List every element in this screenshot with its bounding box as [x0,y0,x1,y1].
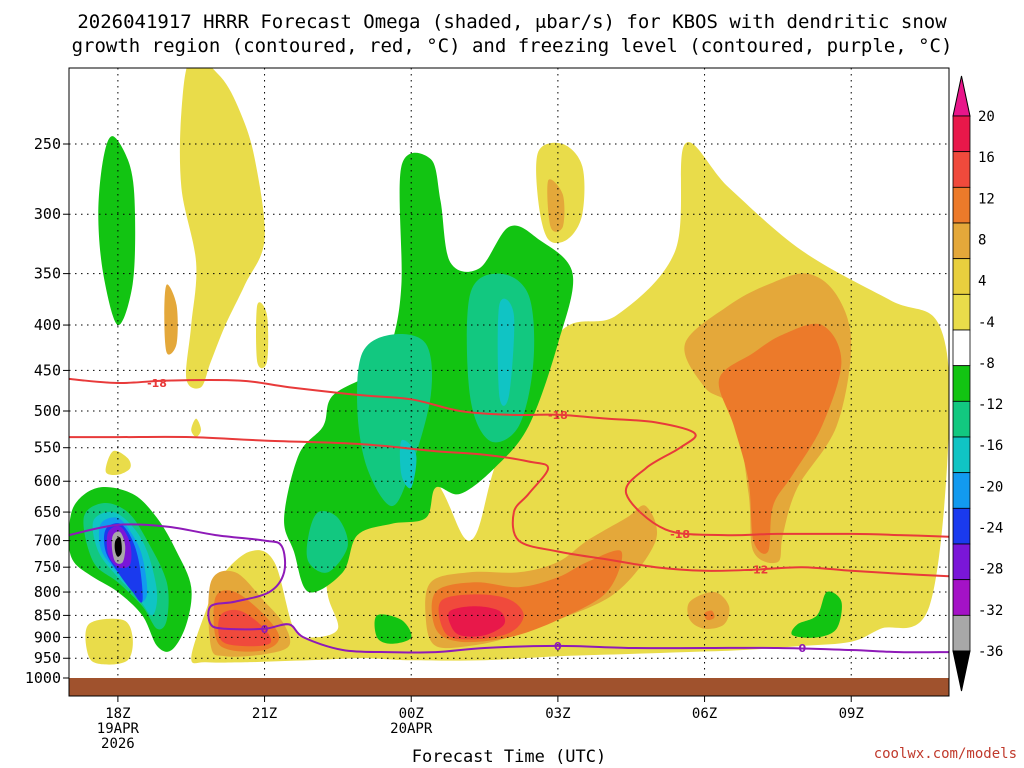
y-tick-label: 750 [34,558,61,576]
y-tick-label: 850 [34,606,61,624]
colorbar: 20 16 12 8 4 -4 -8 -12 -16 -20 -24 -28 -32 -36 [952,75,1003,692]
omega-region-9 [547,179,565,232]
omega-region-16 [448,606,506,637]
contour-label: -18 [147,377,167,390]
colorbar-top-arrow [952,75,971,117]
colorbar-swatch [952,543,971,581]
x-tick-label: 21Z [252,706,277,722]
colorbar-label: 8 [978,232,986,248]
y-tick-label: 400 [34,316,61,334]
colorbar-swatch [952,258,971,295]
y-tick-label: 650 [34,503,61,521]
colorbar-label: -24 [978,521,1003,537]
colorbar-swatch [952,436,971,474]
credit-text: coolwx.com/models [874,746,1017,762]
y-tick-label: 550 [34,439,61,457]
x-tick-label: 06Z [692,706,717,722]
y-tick-label: 300 [34,205,61,223]
colorbar-bottom-arrow [952,650,971,692]
colorbar-label: -12 [978,397,1003,413]
contour-label: 0 [261,623,269,636]
colorbar-swatch [952,186,971,224]
chart-title-line1: 2026041917 HRRR Forecast Omega (shaded, … [77,11,947,33]
omega-region-20 [704,610,715,621]
y-tick-label: 800 [34,583,61,601]
x-tick-label: 18Z [105,706,130,722]
omega-region-2 [98,136,136,326]
colorbar-swatch [952,365,971,402]
omega-region-27 [374,614,412,644]
y-tick-label: 250 [34,135,61,153]
temperature-contours: -18 -18 -18 -12 0 0 0 [69,377,949,655]
dgz-contour-3 [69,435,949,578]
colorbar-swatch [952,400,971,438]
y-tick-label: 1000 [25,669,61,687]
ground-terrain [69,678,949,696]
colorbar-label: -16 [978,438,1003,454]
colorbar-swatch [952,579,971,616]
omega-region-18 [718,323,842,554]
contour-label: -18 [548,409,568,422]
omega-region-1 [164,284,178,355]
contour-label: 0 [554,640,562,653]
x-tick-label: 09Z [839,706,864,722]
colorbar-label: -36 [978,644,1003,660]
omega-region-0 [179,68,265,389]
colorbar-swatch [952,222,971,260]
x-axis-label: Forecast Time (UTC) [412,747,606,767]
contour-label: 0 [799,642,807,655]
omega-shading [69,68,949,665]
colorbar-label: -28 [978,562,1003,578]
x-tick-label: 03Z [545,706,570,722]
contour-label: -12 [748,564,768,577]
x-tick-label: 00Z [399,706,424,722]
x-tick-label: 20APR [390,721,433,737]
omega-region-5 [105,450,131,476]
x-tick-label: 19APR [97,721,140,737]
y-tick-label: 500 [34,402,61,420]
x-tick-label: 2026 [101,736,135,752]
contour-label: -18 [670,528,690,541]
colorbar-swatch [952,472,971,509]
omega-region-22 [306,510,348,573]
omega-region-6 [256,302,269,369]
omega-region-19 [687,591,730,629]
colorbar-swatch [952,293,971,331]
colorbar-label: -20 [978,479,1003,495]
colorbar-swatch [952,115,971,153]
colorbar-label: -32 [978,603,1003,619]
y-axis-ticks: 250 300 350 400 450 500 550 600 650 700 750 800 850 9… [25,135,69,687]
colorbar-label: -4 [978,315,995,331]
chart-title-line2: growth region (contoured, red, °C) and f… [72,35,953,57]
y-tick-label: 450 [34,361,61,379]
colorbar-swatch [952,507,971,545]
colorbar-swatch [952,329,971,367]
omega-region-24 [399,439,417,489]
y-tick-label: 600 [34,472,61,490]
colorbar-label: 12 [978,191,995,207]
colorbar-label: 4 [978,274,986,290]
y-tick-label: 700 [34,532,61,550]
omega-region-7 [191,418,201,438]
plot-frame [68,67,950,697]
y-tick-label: 900 [34,628,61,646]
omega-region-36 [114,537,122,557]
y-tick-label: 350 [34,265,61,283]
omega-region-28 [791,591,842,638]
omega-region-23 [357,333,433,507]
omega-region-4 [85,618,133,665]
colorbar-label: -8 [978,356,995,372]
y-tick-label: 950 [34,649,61,667]
dgz-contour-0 [69,377,949,538]
freezing-level-contour [69,523,949,654]
colorbar-label: 20 [978,109,995,125]
colorbar-label: 16 [978,150,995,166]
colorbar-swatch [952,151,971,188]
colorbar-swatch [952,614,971,652]
